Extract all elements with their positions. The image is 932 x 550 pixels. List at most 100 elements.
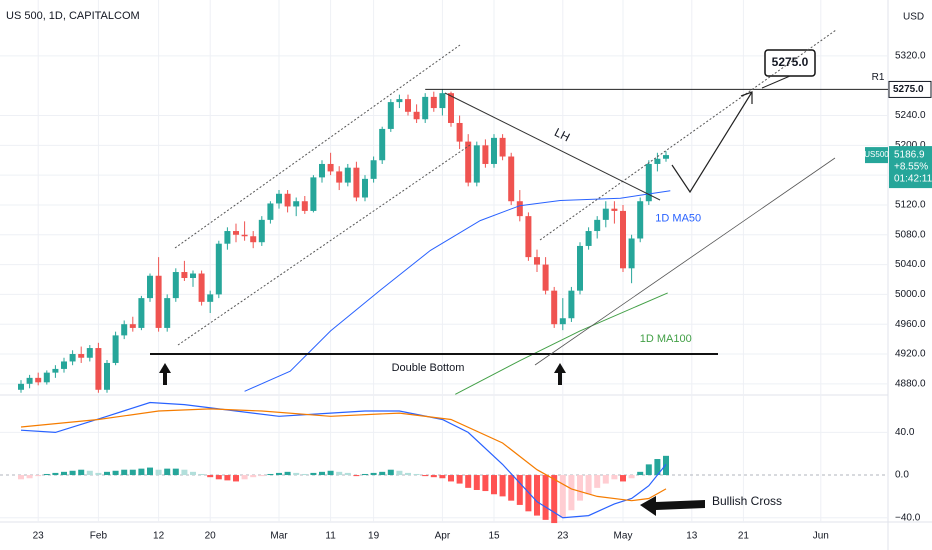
histogram-bar bbox=[301, 473, 308, 476]
callout-pointer bbox=[761, 75, 791, 89]
candle-body bbox=[224, 231, 231, 244]
histogram-bar bbox=[456, 475, 463, 484]
histogram-bar bbox=[224, 475, 231, 481]
x-tick-label: 15 bbox=[488, 531, 500, 542]
candle-body bbox=[577, 245, 583, 291]
histogram-bar bbox=[164, 468, 171, 476]
histogram-bar bbox=[327, 470, 334, 476]
moving-average-line bbox=[244, 190, 671, 392]
histogram-bar bbox=[594, 475, 601, 488]
last-price-label: 5186.9 bbox=[894, 150, 925, 161]
candle-body bbox=[387, 102, 394, 129]
candle-body bbox=[336, 171, 343, 183]
y-tick-label: 5240.0 bbox=[895, 110, 926, 121]
histogram-bar bbox=[396, 470, 403, 476]
histogram-bar bbox=[551, 475, 558, 524]
candle-body bbox=[620, 210, 626, 269]
chart-title: US 500, 1D, CAPITALCOM bbox=[6, 10, 140, 22]
up-arrow bbox=[159, 363, 171, 385]
candle-body bbox=[241, 234, 248, 237]
candle-body bbox=[422, 96, 429, 120]
level-name: R1 bbox=[872, 72, 885, 83]
change-label: +8.55% bbox=[894, 162, 928, 173]
candle-body bbox=[396, 99, 403, 103]
candle-body bbox=[198, 273, 205, 302]
x-tick-label: 13 bbox=[686, 531, 698, 542]
candle-body bbox=[215, 243, 222, 295]
histogram-bar bbox=[215, 475, 222, 480]
histogram-bar bbox=[585, 475, 592, 495]
candle-body bbox=[310, 177, 317, 211]
histogram-bar bbox=[559, 475, 566, 518]
candle-body bbox=[78, 354, 85, 358]
candle-body bbox=[138, 298, 145, 328]
candle-body bbox=[534, 257, 540, 265]
candle-body bbox=[164, 298, 171, 328]
x-tick-label: 21 bbox=[738, 531, 750, 542]
histogram-bar bbox=[181, 469, 188, 476]
histogram-bar bbox=[508, 475, 515, 501]
level-axis-tag bbox=[888, 80, 932, 98]
left-arrow bbox=[640, 496, 705, 516]
histogram-bar bbox=[353, 475, 360, 477]
x-tick-label: 23 bbox=[557, 531, 569, 542]
x-tick-label: Feb bbox=[90, 531, 108, 542]
histogram-bar bbox=[241, 475, 248, 480]
x-tick-label: Mar bbox=[270, 531, 288, 542]
candle-body bbox=[327, 163, 334, 172]
moving-average-line bbox=[455, 292, 668, 395]
histogram-bar bbox=[155, 469, 162, 476]
histogram-bar bbox=[413, 473, 420, 476]
y-tick-label: 5080.0 bbox=[895, 229, 926, 240]
histogram-bar bbox=[267, 473, 274, 476]
candle-body bbox=[172, 272, 179, 299]
histogram-bar bbox=[465, 475, 472, 488]
candle-body bbox=[26, 377, 33, 384]
candle-body bbox=[61, 361, 67, 369]
x-tick-label: 11 bbox=[325, 531, 336, 542]
lower-high-line bbox=[444, 92, 661, 201]
symbol-tag bbox=[865, 147, 888, 164]
moving-average-label: 1D MA50 bbox=[655, 213, 701, 225]
annotation: LH bbox=[552, 125, 572, 144]
currency-label: USD bbox=[903, 12, 924, 23]
candle-body bbox=[637, 201, 644, 239]
histogram-bar bbox=[250, 475, 257, 478]
histogram-bar bbox=[430, 475, 437, 478]
histogram-bar bbox=[310, 472, 317, 476]
histogram-bar bbox=[482, 475, 489, 492]
candle-body bbox=[52, 368, 59, 373]
histogram-bar bbox=[568, 475, 575, 511]
candle-body bbox=[551, 290, 558, 325]
candle-body bbox=[301, 201, 308, 211]
candle-body bbox=[499, 137, 506, 157]
histogram-bar bbox=[387, 469, 394, 476]
histogram-bar bbox=[112, 470, 119, 476]
histogram-bar bbox=[258, 475, 265, 477]
histogram-bar bbox=[370, 472, 377, 476]
histogram-bar bbox=[319, 471, 325, 476]
histogram-bar bbox=[654, 459, 661, 476]
histogram-bar bbox=[516, 475, 523, 505]
y-tick-label: 5040.0 bbox=[895, 259, 926, 270]
candle-body bbox=[155, 275, 162, 328]
candle-body bbox=[18, 383, 24, 390]
candle-body bbox=[542, 264, 549, 291]
moving-average-label: 1D MA100 bbox=[640, 333, 692, 345]
y-tick-label: 5120.0 bbox=[895, 200, 926, 211]
grid bbox=[0, 0, 888, 522]
histogram-bar bbox=[628, 475, 635, 479]
y-tick-label: 5000.0 bbox=[895, 289, 926, 300]
candle-body bbox=[250, 236, 257, 243]
x-tick-label: 23 bbox=[33, 531, 45, 542]
x-tick-label: May bbox=[614, 531, 633, 542]
candle-body bbox=[344, 167, 351, 183]
candle-body bbox=[379, 128, 386, 161]
candle-body bbox=[448, 93, 454, 123]
histogram-bar bbox=[78, 469, 85, 476]
histogram-bar bbox=[233, 475, 239, 482]
candle-body bbox=[267, 203, 274, 220]
candle-body bbox=[482, 145, 489, 164]
candle-body bbox=[413, 111, 420, 120]
histogram-bar bbox=[645, 464, 652, 476]
